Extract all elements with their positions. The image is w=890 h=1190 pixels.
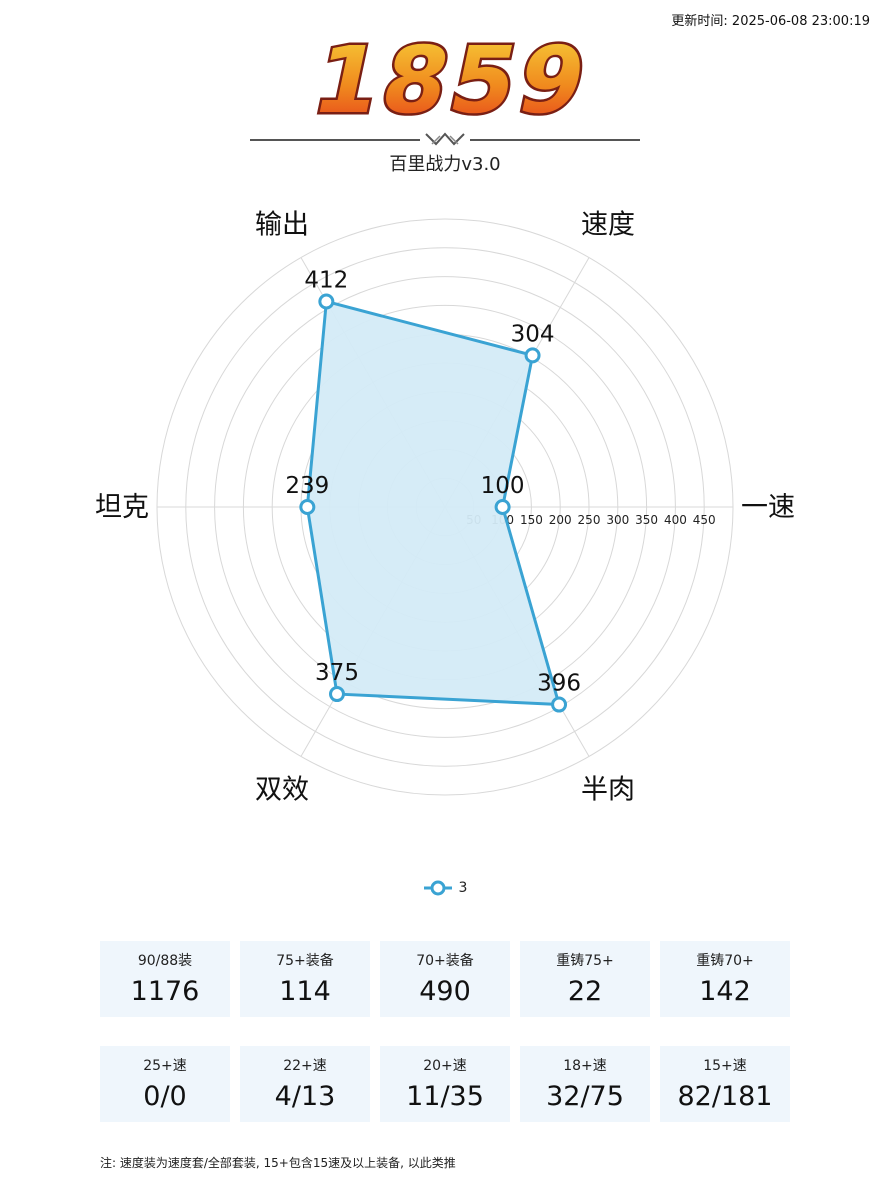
stat-card: 90/88装 1176 xyxy=(100,941,230,1017)
data-label: 396 xyxy=(537,671,581,697)
tick-label: 200 xyxy=(549,513,572,527)
data-label: 412 xyxy=(304,267,348,293)
stat-value: 82/181 xyxy=(677,1081,773,1112)
stat-card: 重铸70+ 142 xyxy=(660,941,790,1017)
legend-series-name: 3 xyxy=(458,880,468,896)
data-label: 304 xyxy=(511,321,555,347)
chart-subtitle: 百里战力v3.0 xyxy=(389,154,501,175)
speed-stats-row: 25+速 0/0 22+速 4/13 20+速 11/35 18+速 32/75 15+… xyxy=(100,1046,790,1122)
stat-label: 25+速 xyxy=(143,1058,187,1074)
axis-label: 输出 xyxy=(255,210,309,241)
stat-value: 22 xyxy=(567,976,603,1007)
stat-label: 重铸70+ xyxy=(696,953,754,969)
stat-label: 75+装备 xyxy=(276,953,334,969)
data-label: 239 xyxy=(285,473,329,499)
stat-value: 490 xyxy=(419,976,471,1007)
tick-label: 400 xyxy=(664,513,687,527)
stat-card: 重铸75+ 22 xyxy=(520,941,650,1017)
stat-value: 0/0 xyxy=(143,1081,187,1112)
data-point[interactable] xyxy=(299,499,316,515)
tick-label: 250 xyxy=(578,513,601,527)
axis-label: 速度 xyxy=(581,210,635,241)
data-label: 100 xyxy=(481,473,525,499)
data-point[interactable] xyxy=(551,696,568,713)
series-area xyxy=(305,299,561,707)
stat-value: 1176 xyxy=(130,976,200,1007)
stat-card: 70+装备 490 xyxy=(380,941,510,1017)
chart-legend[interactable]: 3 xyxy=(0,880,890,896)
divider-ornament xyxy=(250,130,640,152)
stat-label: 90/88装 xyxy=(137,953,193,969)
stat-card: 20+速 11/35 xyxy=(380,1046,510,1122)
axis-label: 一速 xyxy=(741,492,795,523)
tick-label: 350 xyxy=(635,513,658,527)
footnote: 注: 速度装为速度套/全部套装, 15+包含15速及以上装备, 以此类推 xyxy=(100,1156,456,1170)
stat-label: 重铸75+ xyxy=(556,953,614,969)
power-score-banner: 1859 xyxy=(0,22,890,142)
stat-label: 22+速 xyxy=(283,1058,327,1074)
data-point[interactable] xyxy=(494,499,511,515)
axis-label: 半肉 xyxy=(581,774,635,805)
axis-label: 坦克 xyxy=(95,492,149,523)
stat-value: 32/75 xyxy=(546,1081,624,1112)
stat-card: 22+速 4/13 xyxy=(240,1046,370,1122)
stat-card: 75+装备 114 xyxy=(240,941,370,1017)
stat-label: 20+速 xyxy=(423,1058,467,1074)
data-point[interactable] xyxy=(318,293,335,310)
update-timestamp: 更新时间: 2025-06-08 23:00:19 xyxy=(671,14,870,29)
equipment-stats-row: 90/88装 1176 75+装备 114 70+装备 490 重铸75+ 22 重铸7… xyxy=(100,941,790,1017)
stat-value: 4/13 xyxy=(274,1081,336,1112)
stat-card: 25+速 0/0 xyxy=(100,1046,230,1122)
stat-value: 11/35 xyxy=(406,1081,484,1112)
tick-label: 150 xyxy=(520,513,543,527)
data-label: 375 xyxy=(315,660,359,686)
stat-label: 70+装备 xyxy=(416,953,474,969)
power-score: 1859 xyxy=(304,27,599,134)
data-point[interactable] xyxy=(329,686,345,703)
axis-label: 双效 xyxy=(255,774,309,805)
tick-label: 300 xyxy=(606,513,629,527)
radar-series: 100 304 412 239 375 396 xyxy=(285,267,581,713)
stat-value: 114 xyxy=(279,976,331,1007)
tick-label: 450 xyxy=(693,513,716,527)
stat-label: 15+速 xyxy=(703,1058,747,1074)
stat-card: 18+速 32/75 xyxy=(520,1046,650,1122)
stat-label: 18+速 xyxy=(563,1058,607,1074)
legend-marker-icon xyxy=(423,880,452,896)
stat-card: 15+速 82/181 xyxy=(660,1046,790,1122)
radar-chart: 50100150200250300350400450 一速速度输出坦克双效半肉 … xyxy=(95,210,795,806)
stat-value: 142 xyxy=(699,976,751,1007)
data-point[interactable] xyxy=(524,347,541,364)
